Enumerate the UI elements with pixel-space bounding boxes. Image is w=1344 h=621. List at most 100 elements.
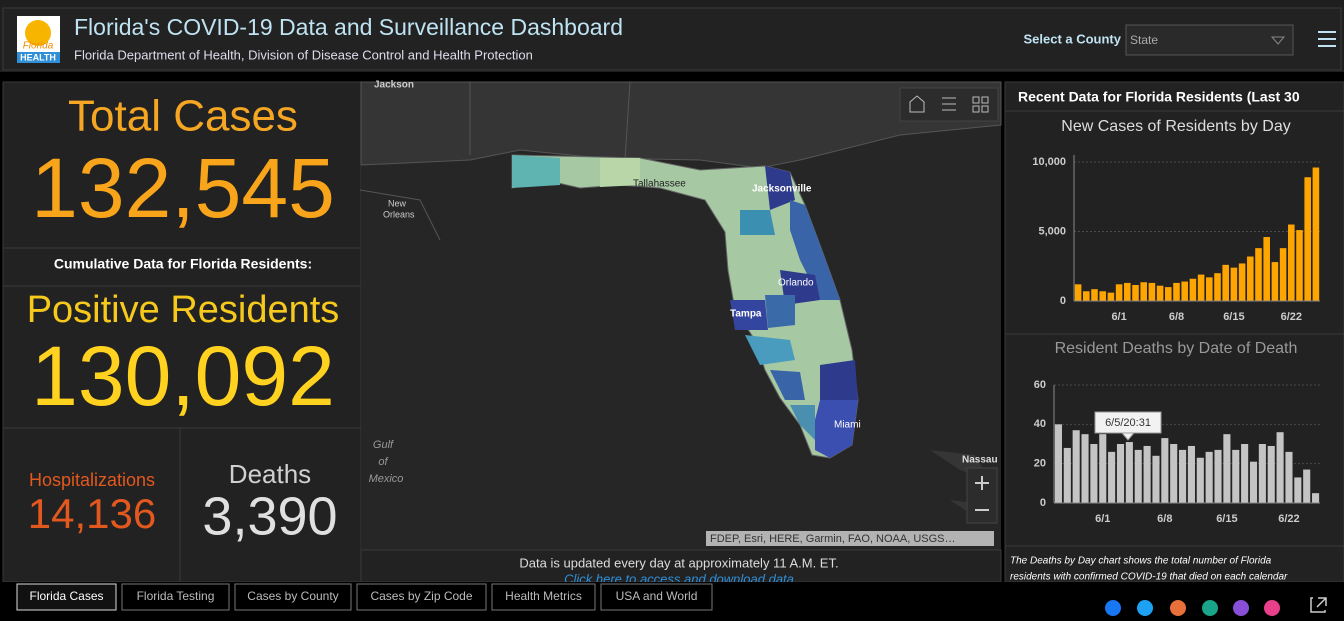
bar [1081,434,1089,503]
header-box [2,7,1342,71]
bar [1187,445,1195,503]
bar [1214,449,1222,503]
title: Florida's COVID-19 Data and Surveillance… [74,14,623,40]
bar [1189,278,1197,301]
bar [1063,447,1071,503]
tab[interactable] [121,583,230,611]
chart-title: New Cases of Residents by Day [1061,118,1290,135]
bar [1091,289,1098,301]
county-label: Select a County [1023,31,1121,46]
bar [1134,449,1142,503]
county-fill [770,370,805,400]
edit-icon[interactable] [1264,600,1280,616]
bar [1296,230,1303,301]
map-label: Jacksonville [752,184,812,195]
bar [1197,274,1205,301]
attribution-bg [706,531,994,546]
map-label: Nassau [962,455,998,466]
update-box [360,549,1002,583]
summary-panel [2,81,362,583]
bar [1205,451,1213,503]
bar [1072,430,1080,503]
county-select[interactable] [1125,24,1294,56]
map-label: of [378,456,388,468]
bar [1170,444,1178,503]
facebook-icon[interactable] [1105,600,1121,616]
county-fill [745,335,795,365]
x-tick-label: 6/15 [1223,311,1244,323]
map-label: Jackson [374,80,414,91]
bar [1312,167,1320,301]
chart-title: Resident Deaths by Date of Death [1055,340,1298,357]
y-tick-label: 20 [1034,458,1046,470]
twitter-icon[interactable] [1137,600,1153,616]
y-tick-label: 40 [1034,418,1046,430]
county-fill [730,300,768,330]
zoom-in[interactable] [975,476,989,490]
x-tick-label: 6/15 [1216,513,1237,525]
positive-value: 130,092 [31,329,335,423]
tab[interactable] [234,583,352,611]
legend-button[interactable] [942,97,956,111]
embed-icon[interactable] [1170,600,1186,616]
bar [1258,444,1266,503]
open-icon[interactable] [1310,597,1327,613]
bar [1165,287,1172,301]
tooltip-pointer [1120,432,1136,441]
bar [1132,285,1139,301]
bar [1285,451,1293,503]
bar [1255,248,1262,301]
tab-bar: Florida Cases Florida Testing Cases by Cou… [16,583,713,611]
x-tick-label: 6/1 [1111,311,1126,323]
share-icons [1105,597,1327,616]
y-tick-label: 0 [1060,295,1066,307]
bar [1222,264,1229,301]
bar [1143,445,1151,503]
bar [1312,493,1320,503]
qr-icon[interactable] [1202,600,1218,616]
bar [1099,291,1106,301]
tab[interactable] [16,583,117,611]
tab-label: Cases by County [247,589,338,603]
bar [1107,292,1115,301]
hosp-value: 14,136 [28,490,156,537]
bar [1241,444,1249,503]
bar [1276,432,1284,503]
logo-bottom: HEALTH [20,52,56,62]
bar [1124,282,1131,301]
tab[interactable] [491,583,596,611]
bar [1181,281,1188,301]
bar [1230,267,1238,301]
map-label: Orlando [778,278,814,289]
logo-band [17,52,60,63]
x-tick-label: 6/22 [1278,513,1299,525]
update-note: Data is updated every day at approximate… [519,555,838,570]
chart-note: residents with confirmed COVID-19 that d… [1010,572,1288,583]
tab[interactable] [600,583,713,611]
email-icon[interactable] [1233,600,1249,616]
bar [1156,285,1164,301]
y-tick-label: 60 [1034,379,1046,391]
bar [1196,457,1204,503]
map-label: Miami [834,420,861,431]
bar [1054,424,1062,503]
home-button[interactable] [909,95,925,113]
cumulative-note: Cumulative Data for Florida Residents: [54,256,312,272]
bar [1179,449,1187,503]
tooltip-text: 6/5/20:31 [1105,417,1151,429]
bar [1214,273,1221,301]
basemap-button[interactable] [972,96,989,113]
deaths-value: 3,390 [202,486,337,546]
land-north [360,81,1002,169]
bar [1249,461,1258,503]
logo-top: Florida [23,41,54,52]
tab[interactable] [356,583,487,611]
bar [1108,451,1116,503]
menu-icon[interactable] [1318,31,1336,47]
attribution: FDEP, Esri, HERE, Garmin, FAO, NOAA, USG… [710,533,956,545]
tab-label: Florida Cases [29,589,103,603]
bar [1125,442,1133,503]
county-fill [765,295,795,328]
